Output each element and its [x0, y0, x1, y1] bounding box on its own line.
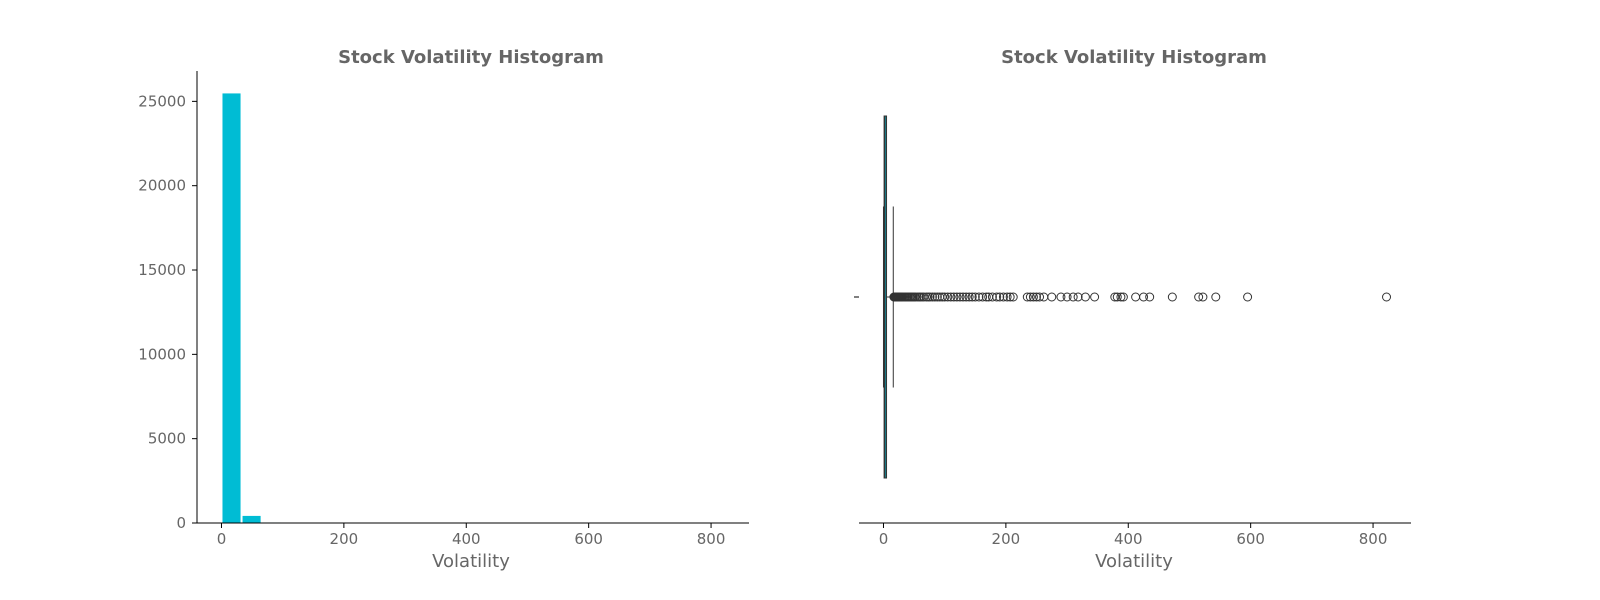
x-tick-label: 200 [330, 530, 359, 548]
y-tick-label: 0 [176, 514, 186, 532]
boxplot-x-ticks: 0 200 400 600 800 [879, 523, 1388, 548]
histogram-bar [221, 92, 242, 524]
outlier-point [978, 292, 988, 302]
outlier-point [1035, 292, 1045, 302]
outlier-point [937, 292, 947, 302]
outlier-point [1131, 292, 1141, 302]
histogram-y-ticks: 0 5000 10000 15000 20000 25000 [138, 92, 197, 532]
outlier-point [927, 292, 937, 302]
outlier-point [1025, 292, 1035, 302]
outlier-point [998, 292, 1008, 302]
outlier-point [995, 292, 1005, 302]
outlier-point [1047, 292, 1057, 302]
outlier-point [964, 292, 974, 302]
x-tick-label: 0 [217, 530, 227, 548]
boxplot-title: Stock Volatility Histogram [1001, 47, 1267, 68]
outlier-point [970, 292, 980, 302]
x-tick-label: 400 [1114, 530, 1143, 548]
outlier-point [1194, 292, 1204, 302]
outlier-point [974, 292, 984, 302]
y-tick-label: 10000 [138, 345, 186, 363]
x-tick-label: 0 [879, 530, 889, 548]
outlier-point [961, 292, 971, 302]
outlier-point [1005, 292, 1015, 302]
outlier-point [981, 292, 991, 302]
outlier-point [949, 292, 959, 302]
outlier-point [958, 292, 968, 302]
outlier-point [1028, 292, 1038, 302]
histogram-bars [221, 92, 744, 524]
outlier-point [1118, 292, 1128, 302]
outlier-point [1068, 292, 1078, 302]
y-tick-label: 15000 [138, 261, 186, 279]
outlier-point [932, 292, 942, 302]
outlier-point [919, 292, 929, 302]
outlier-point [1073, 292, 1083, 302]
x-tick-label: 200 [992, 530, 1021, 548]
outlier-point [943, 292, 953, 302]
x-tick-label: 800 [697, 530, 726, 548]
outlier-point [1139, 292, 1149, 302]
outlier-point [992, 292, 1002, 302]
histogram-x-ticks: 0 200 400 600 800 [217, 523, 726, 548]
y-tick-label: 25000 [138, 92, 186, 110]
outlier-point [1110, 292, 1120, 302]
outlier-point [940, 292, 950, 302]
outlier-point [1062, 292, 1072, 302]
outlier-point [987, 292, 997, 302]
outlier-point [1243, 292, 1253, 302]
x-tick-label: 400 [452, 530, 481, 548]
boxplot-panel: Stock Volatility Histogram 0 200 400 600 800… [854, 47, 1411, 572]
outlier-point [1382, 292, 1392, 302]
histogram-x-axis-label: Volatility [432, 551, 510, 572]
outlier-point [1090, 292, 1100, 302]
outlier-point [946, 292, 956, 302]
histogram-bar [241, 514, 262, 524]
outlier-point [925, 292, 935, 302]
outlier-point [967, 292, 977, 302]
outlier-point [1056, 292, 1066, 302]
histogram-title: Stock Volatility Histogram [338, 47, 604, 68]
outlier-point [1112, 292, 1122, 302]
boxplot-outliers [889, 292, 1392, 302]
outlier-point [1167, 292, 1177, 302]
outlier-point [1031, 292, 1041, 302]
outlier-point [1008, 292, 1018, 302]
y-tick-label: 20000 [138, 177, 186, 195]
y-tick-label: 5000 [148, 430, 186, 448]
outlier-point [1080, 292, 1090, 302]
outlier-point [1116, 292, 1126, 302]
outlier-point [952, 292, 962, 302]
x-tick-label: 600 [1236, 530, 1265, 548]
x-tick-label: 800 [1359, 530, 1388, 548]
histogram-panel: Stock Volatility Histogram 0 200 400 600 800… [138, 47, 749, 572]
outlier-point [1145, 292, 1155, 302]
outlier-point [1211, 292, 1221, 302]
outlier-point [1198, 292, 1208, 302]
boxplot-x-axis-label: Volatility [1095, 551, 1173, 572]
outlier-point [1022, 292, 1032, 302]
outlier-point [930, 292, 940, 302]
outlier-point [1002, 292, 1012, 302]
x-tick-label: 600 [574, 530, 603, 548]
outlier-point [955, 292, 965, 302]
